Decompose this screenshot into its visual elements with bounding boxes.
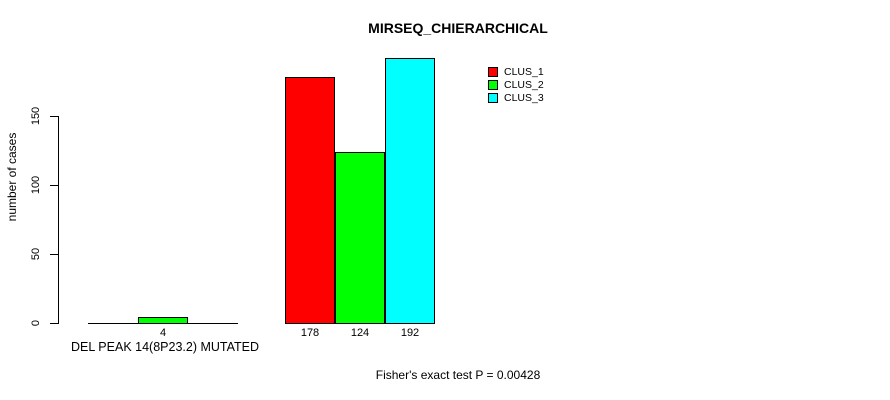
y-tick-mark [50,185,58,186]
legend-label: CLUS_3 [504,92,544,105]
bar-value-label: 178 [300,327,320,339]
footnote-fisher-test: Fisher's exact test P = 0.00428 [375,368,541,382]
bar-clus_1 [285,77,335,324]
bar-value-label: 4 [159,327,167,339]
bar-clus_3 [385,58,435,324]
y-axis-line [58,116,59,324]
legend: CLUS_1 CLUS_2 CLUS_3 [488,65,544,105]
y-tick-label: 150 [30,106,42,126]
legend-item-clus_1: CLUS_1 [488,65,544,78]
legend-swatch [488,93,498,104]
legend-swatch [488,80,498,91]
y-tick-mark [50,116,58,117]
y-tick-mark [50,323,58,324]
legend-label: CLUS_1 [504,65,544,78]
y-axis-title: number of cases [5,132,19,222]
y-tick-label: 50 [30,247,42,261]
y-tick-label: 100 [30,175,42,195]
bar-value-label: 124 [350,327,370,339]
legend-label: CLUS_2 [504,79,544,92]
x-axis-group-label: DEL PEAK 14(8P23.2) MUTATED [70,340,260,354]
legend-item-clus_2: CLUS_2 [488,78,544,91]
legend-swatch [488,66,498,77]
legend-item-clus_3: CLUS_3 [488,92,544,105]
bar-value-label: 192 [400,327,420,339]
bar-clus_2 [335,152,385,324]
y-tick-mark [50,254,58,255]
chart-title: MIRSEQ_CHIERARCHICAL [368,20,548,36]
bar-clus_2 [138,317,188,324]
y-tick-label: 0 [30,319,42,327]
